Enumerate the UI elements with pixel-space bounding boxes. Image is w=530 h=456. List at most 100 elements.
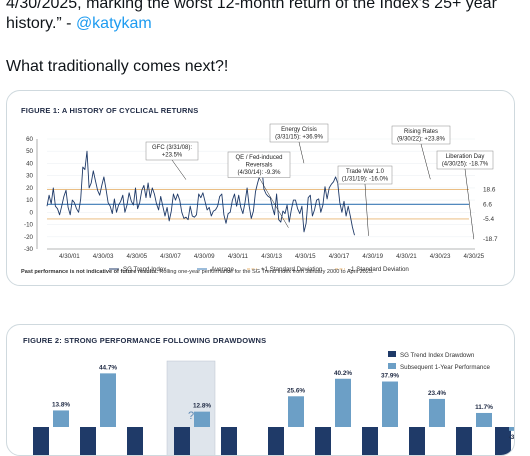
figure-2-chart: SG Trend Index Drawdown Subsequent 1-Year… [33,351,514,455]
annotation-text: Liberation Day [446,154,485,160]
x-tick-label: 4/30/23 [430,253,451,260]
annotation-pointer [364,183,369,236]
subsequent-bar-label: 40.2% [334,370,352,377]
x-tick-label: 4/30/15 [295,253,316,260]
annotation-pointer [258,177,289,228]
figure-1-title: FIGURE 1: A HISTORY OF CYCLICAL RETURNS [21,106,199,115]
legend-label: +1 Standard Deviation [261,266,323,273]
drawdown-bar [456,427,472,455]
subsequent-bar [509,427,514,431]
annotation-text: (3/31/15): +36.9% [275,135,324,141]
x-tick-label: 4/30/03 [93,253,114,260]
annotation-text: Rising Rates [404,129,438,135]
drawdown-bar [221,427,237,455]
footnote-source: Rolling one-year performance for the SG … [157,269,374,275]
figure-2-title: FIGURE 2: STRONG PERFORMANCE FOLLOWING D… [23,336,267,345]
annotation-pointer [171,159,187,180]
subsequent-bar-label: 12.8% [193,403,211,410]
y-tick-label: -20 [24,234,34,241]
y-tick-label: -10 [24,222,34,229]
subsequent-bar-label: 23.4% [428,390,446,397]
drawdown-bar [268,427,284,455]
legend-swatch-subsequent [388,363,396,369]
subsequent-bar-label: 37.9% [381,373,399,380]
subsequent-bar [476,412,492,427]
drawdown-bar [127,427,143,455]
subsequent-bar-label: 13.8% [52,401,70,408]
end-value-label: -18.7 [483,236,498,243]
legend-label-drawdown: SG Trend Index Drawdown [400,352,475,359]
drawdown-bar [174,427,190,455]
subsequent-bar-label: 44.7% [99,364,117,371]
annotation-text: Reversals [246,163,273,169]
y-tick-label: 0 [30,209,34,216]
x-tick-label: 4/30/01 [59,253,80,260]
x-tick-label: 4/30/09 [194,253,215,260]
annotation-pointer [464,168,475,240]
legend-swatch-drawdown [388,351,396,357]
y-tick-label: -30 [24,246,34,253]
annotation-text: (4/30/25): -18.7% [442,162,489,168]
figure-1-image[interactable]: FIGURE 1: A HISTORY OF CYCLICAL RETURNS … [6,90,515,286]
annotation-text: Trade War 1.0 [346,169,385,175]
annotation-pointer [298,141,305,164]
x-tick-label: 4/30/11 [228,253,249,260]
subsequent-bar-label: 11.7% [475,404,493,411]
mention-link[interactable]: @katykam [75,15,152,32]
annotation-pointer [420,143,431,180]
figure-1-chart: 60 50 40 30 20 10 0 -10 -20 -30 4/30/01 4/30/03 4/30… [24,123,498,273]
x-tick-label: 4/30/17 [329,253,350,260]
subsequent-bar [382,381,398,427]
subsequent-bar [53,410,69,427]
legend-label: SG Trend Index [123,266,167,273]
y-tick-label: 40 [26,160,33,167]
reference-line-label: -5.4 [483,216,494,223]
x-tick-label: 4/30/19 [362,253,383,260]
y-tick-label: 20 [26,185,33,192]
legend-label: -1 Standard Deviation [349,266,409,273]
drawdown-bar [33,427,49,455]
sg-trend-index-series-line [46,150,355,236]
y-tick-label: 10 [26,197,33,204]
x-tick-label: 4/30/05 [126,253,147,260]
tweet-text-line-1: 4/30/2025, marking the worst 12-month re… [6,0,497,12]
y-tick-label: 60 [26,136,33,143]
tweet-text-fragment: history.” - [6,15,76,32]
x-tick-label: 4/30/13 [261,253,282,260]
x-tick-label: 4/30/25 [463,253,484,260]
figure-1-footnote: Past performance is not indicative of fu… [21,269,374,275]
annotation-text: (1/31/19): -16.0% [342,177,389,183]
tweet-text-line-3: What traditionally comes next?! [6,58,229,75]
annotation-box [227,151,291,178]
figure-2-image[interactable]: FIGURE 2: STRONG PERFORMANCE FOLLOWING D… [6,324,515,456]
subsequent-bar-label: -3.2% [509,434,514,441]
subsequent-bar-label: 25.6% [287,387,305,394]
y-tick-label: 30 [26,173,33,180]
legend-label-subsequent: Subsequent 1-Year Performance [400,364,490,371]
drawdown-bar [495,427,511,455]
annotation-text: GFC (3/31/08): [152,145,192,151]
y-tick-label: 50 [26,148,33,155]
subsequent-bar [288,396,304,427]
reference-line-label: 6.6 [483,201,492,208]
x-tick-label: 4/30/07 [160,253,181,260]
drawdown-bar [315,427,331,455]
reference-line-label: 18.6 [483,187,496,194]
drawdown-bar [409,427,425,455]
subsequent-bar [429,398,445,427]
tweet-text-line-2: history.” - @katykam [6,14,152,34]
placeholder-question-mark: ? [188,410,194,422]
annotation-text: (9/30/22): +23.8% [397,137,446,143]
subsequent-bar [100,373,116,427]
subsequent-bar [335,378,351,427]
drawdown-bar [80,427,96,455]
x-tick-label: 4/30/21 [396,253,417,260]
annotation-text: Energy Crisis [281,127,317,133]
legend-label: Average [211,266,234,273]
annotation-text: (4/30/14): -9.3% [237,170,281,176]
footnote-disclaimer: Past performance is not indicative of fu… [21,269,158,275]
annotation-text: +23.5% [162,153,183,159]
drawdown-bar [362,427,378,455]
annotation-text: QE / Fed-induced [235,155,282,161]
subsequent-bar [194,411,210,427]
